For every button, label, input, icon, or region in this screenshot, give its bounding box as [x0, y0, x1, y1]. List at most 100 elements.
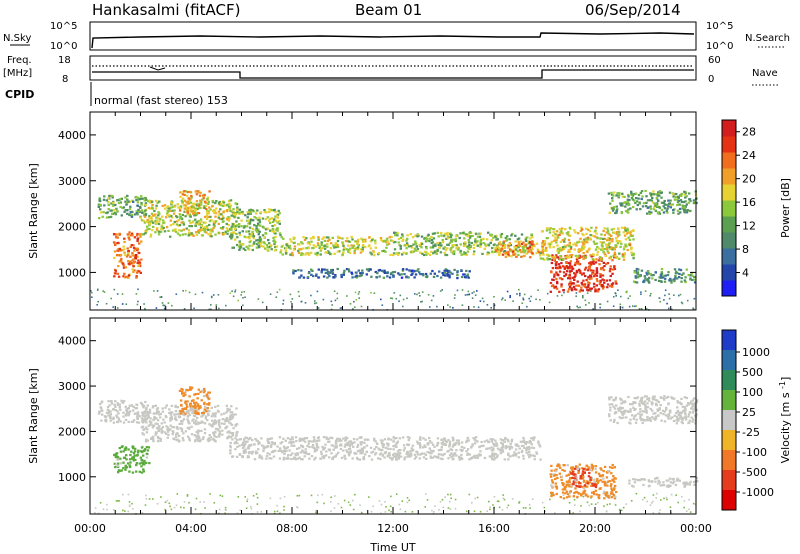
data-cell [240, 219, 243, 222]
data-cell [492, 438, 495, 441]
data-cell [406, 234, 409, 237]
data-cell [550, 285, 554, 288]
data-cell [413, 457, 417, 460]
data-cell [397, 454, 401, 457]
data-cell [115, 233, 118, 236]
data-cell [152, 412, 155, 415]
nave-dip [149, 66, 166, 71]
data-cell [267, 246, 271, 249]
data-cell [213, 435, 216, 438]
data-cell [255, 243, 259, 246]
data-cell [114, 272, 117, 275]
data-cell [375, 276, 379, 279]
data-cell [289, 238, 292, 241]
data-cell [468, 270, 471, 273]
data-cell [152, 440, 155, 443]
data-cell [243, 438, 246, 441]
clutter-point [194, 508, 197, 511]
freq-tick-top: 18 [58, 55, 71, 66]
data-cell [135, 470, 138, 473]
data-cell [369, 240, 373, 243]
data-cell [165, 432, 168, 435]
data-cell [305, 247, 308, 250]
data-cell [215, 207, 218, 210]
data-cell [673, 198, 676, 201]
data-cell [553, 239, 556, 242]
data-cell [553, 469, 556, 472]
freq-trace [92, 69, 694, 79]
data-cell [259, 238, 262, 241]
data-cell [596, 237, 599, 240]
data-cell [554, 237, 557, 240]
data-cell [555, 277, 558, 281]
data-cell [380, 449, 383, 452]
data-cell [383, 456, 386, 459]
data-cell [116, 249, 119, 252]
data-cell [608, 233, 611, 236]
data-cell [617, 240, 620, 243]
data-cell [613, 267, 617, 270]
data-cell [298, 243, 301, 246]
data-cell [674, 274, 677, 277]
data-cell [451, 458, 454, 461]
data-cell [194, 209, 198, 212]
data-cell [116, 236, 119, 239]
data-cell [615, 209, 618, 212]
clutter-point [640, 291, 642, 293]
data-cell [229, 449, 232, 452]
data-cell [121, 206, 124, 210]
data-cell [440, 234, 443, 237]
data-cell [456, 277, 459, 280]
data-cell [621, 195, 624, 198]
clutter-point [186, 495, 189, 497]
data-cell [600, 248, 603, 251]
data-cell [549, 290, 552, 293]
data-cell [123, 248, 126, 251]
data-cell [274, 232, 277, 235]
data-cell [436, 437, 440, 440]
data-cell [433, 272, 436, 275]
data-cell [105, 411, 109, 414]
data-cell [425, 236, 428, 239]
data-cell [124, 448, 127, 451]
data-cell [610, 191, 613, 194]
data-cell [359, 251, 363, 254]
data-cell [156, 422, 159, 426]
clutter-point [331, 304, 333, 306]
data-cell [443, 246, 446, 249]
data-cell [218, 202, 222, 205]
data-cell [549, 246, 552, 249]
data-cell [312, 275, 315, 278]
clutter-point [354, 306, 356, 308]
data-cell [267, 441, 271, 444]
data-cell [662, 205, 665, 208]
data-cell [291, 436, 294, 439]
data-cell [458, 456, 461, 459]
data-cell [188, 219, 191, 222]
data-cell [416, 235, 419, 238]
data-cell [548, 228, 551, 231]
data-cell [593, 235, 596, 238]
data-cell [499, 234, 502, 237]
data-cell [556, 256, 560, 259]
data-cell [615, 232, 618, 235]
data-cell [139, 450, 143, 453]
clutter-point [420, 301, 422, 303]
data-cell [217, 429, 220, 432]
data-cell [524, 236, 528, 239]
data-cell [155, 220, 159, 223]
data-cell [300, 269, 303, 272]
data-cell [494, 249, 498, 253]
clutter-point [399, 294, 402, 297]
data-cell [380, 441, 383, 445]
data-cell [229, 452, 232, 455]
data-cell [460, 449, 464, 453]
data-cell [373, 453, 377, 456]
clutter-point [276, 291, 279, 293]
data-cell [234, 441, 237, 444]
data-cell [531, 241, 535, 244]
data-cell [603, 227, 606, 230]
data-cell [467, 241, 471, 244]
data-cell [555, 271, 558, 274]
data-cell [561, 278, 564, 281]
